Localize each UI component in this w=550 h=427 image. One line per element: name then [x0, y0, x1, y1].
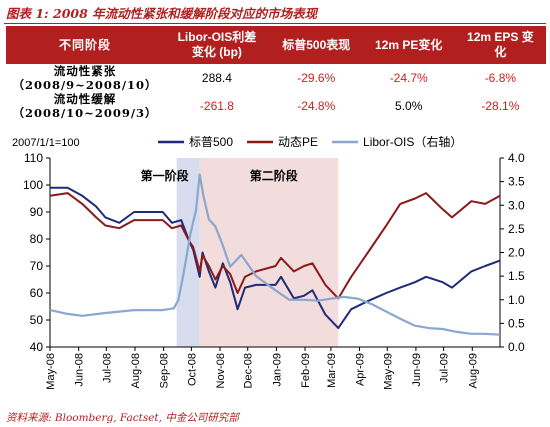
x-tick-label: Aug-08 — [130, 353, 142, 388]
x-tick-label: Apr-09 — [355, 353, 367, 386]
left-tick-label: 100 — [23, 178, 43, 192]
x-tick-label: May-09 — [382, 353, 394, 390]
table-header: 不同阶段 — [6, 26, 164, 64]
right-tick-label: 0.0 — [508, 340, 525, 354]
table-cell: -6.8% — [484, 71, 517, 85]
table-header: 12m EPS 变化 — [454, 26, 546, 64]
table-header-row: 不同阶段 Libor-OIS利差 变化 (bp) 标普500表现 12m PE变化… — [6, 26, 546, 64]
table-row: 流动性紧张 （2008/9~2008/10） 288.4 -29.6% -24.7% -6… — [6, 64, 546, 92]
left-tick-label: 60 — [30, 286, 44, 300]
table-header: Libor-OIS利差 变化 (bp) — [164, 26, 270, 64]
legend-label: Libor-OIS（右轴） — [363, 136, 462, 149]
series-line — [49, 173, 501, 336]
row-label: 流动性紧张 （2008/9~2008/10） — [12, 64, 158, 92]
series-line — [50, 186, 501, 330]
base-note: 2007/1/1=100 — [12, 137, 80, 149]
right-tick-label: 0.5 — [508, 316, 525, 330]
table-cell: 5.0% — [395, 99, 423, 113]
table-header: 标普500表现 — [269, 26, 363, 64]
table-cell: -24.8% — [297, 99, 336, 113]
left-tick-label: 40 — [30, 340, 44, 354]
legend-label: 标普500 — [189, 136, 233, 149]
left-tick-label: 80 — [30, 232, 44, 246]
x-tick-label: Dec-08 — [243, 353, 255, 388]
right-tick-label: 3.5 — [508, 175, 525, 189]
right-tick-label: 1.5 — [508, 269, 525, 283]
right-tick-label: 2.5 — [508, 222, 525, 236]
table-cell: 288.4 — [201, 71, 232, 85]
table-cell: -261.8 — [199, 99, 234, 113]
right-tick-label: 4.0 — [508, 151, 525, 165]
x-tick-label: Jul-08 — [101, 353, 113, 383]
market-performance-chart: 第一阶段 第二阶段 40 50 60 70 80 90 100 110 0.0 0.5 1.0 1.5 2.… — [12, 136, 525, 390]
x-tick-label: Oct-08 — [186, 353, 198, 386]
left-tick-label: 90 — [30, 205, 44, 219]
right-tick-label: 1.0 — [508, 293, 525, 307]
left-tick-label: 50 — [30, 313, 44, 327]
table-cell: -24.7% — [389, 71, 428, 85]
phase-band — [199, 158, 339, 347]
right-tick-label: 3.0 — [508, 198, 525, 212]
x-tick-label: Jul-09 — [439, 353, 451, 383]
table-row: 流动性缓解 （2008/10~2009/3） -261.8 -24.8% 5.0% -28… — [6, 92, 546, 120]
x-tick-label: Jun-08 — [74, 353, 86, 387]
x-tick-label: May-08 — [45, 353, 57, 390]
left-tick-label: 110 — [24, 151, 43, 165]
x-tick-label: Nov-08 — [215, 353, 227, 388]
x-tick-label: Jan-09 — [271, 353, 283, 387]
table-header: 12m PE变化 — [362, 26, 455, 64]
x-tick-label: Aug-09 — [467, 353, 479, 388]
source-note: 资料来源: Bloomberg, Factset, 中金公司研究部 — [6, 412, 239, 424]
phase-label: 第二阶段 — [250, 168, 299, 183]
title-rule — [4, 23, 546, 24]
legend-label: 动态PE — [278, 136, 318, 149]
x-tick-label: Jun-09 — [411, 353, 423, 387]
right-tick-label: 2.0 — [508, 246, 525, 260]
series-line — [49, 192, 501, 300]
row-label: 流动性缓解 （2008/10~2009/3） — [12, 92, 158, 120]
left-tick-label: 70 — [30, 259, 44, 273]
x-tick-label: Feb-09 — [300, 353, 312, 388]
x-tick-label: Mar-09 — [326, 353, 338, 388]
phase-label: 第一阶段 — [141, 168, 190, 183]
figure-title: 图表 1: 2008 年流动性紧张和缓解阶段对应的市场表现 — [6, 6, 318, 21]
table-cell: -28.1% — [481, 99, 520, 113]
summary-table: 不同阶段 Libor-OIS利差 变化 (bp) 标普500表现 12m PE变化… — [6, 26, 546, 120]
x-tick-label: Sep-08 — [159, 353, 171, 388]
table-cell: -29.6% — [297, 71, 336, 85]
